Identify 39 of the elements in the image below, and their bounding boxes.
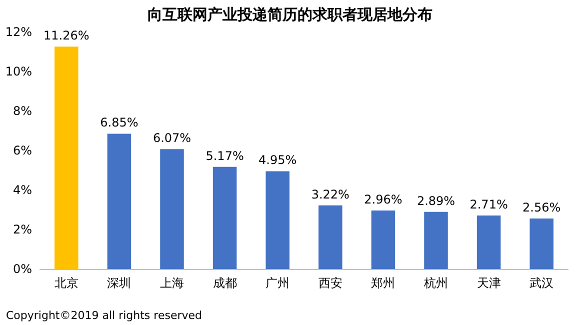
x-tick-label: 武汉 (530, 276, 554, 290)
x-tick-label: 郑州 (371, 276, 396, 290)
y-tick-label: 12% (5, 25, 32, 39)
data-label: 2.56% (522, 200, 561, 214)
chart-title: 向互联网产业投递简历的求职者现居地分布 (148, 6, 432, 24)
y-tick-label: 8% (12, 104, 32, 118)
x-tick-label: 上海 (160, 276, 184, 290)
x-tick-label: 广州 (266, 276, 290, 290)
bar (530, 218, 554, 269)
data-label: 2.71% (470, 197, 508, 212)
y-tick-label: 6% (12, 144, 32, 158)
data-label: 11.26% (44, 28, 90, 43)
bar (160, 149, 184, 269)
data-label: 6.07% (152, 131, 192, 146)
x-tick-label: 成都 (212, 276, 237, 290)
bar (212, 166, 237, 269)
y-tick-label: 10% (5, 64, 32, 78)
data-label: 2.96% (364, 192, 402, 207)
data-label: 5.17% (206, 148, 244, 163)
x-tick-label: 北京 (54, 276, 78, 290)
bar (318, 205, 342, 269)
y-tick-label: 2% (12, 222, 32, 236)
bar (371, 210, 396, 269)
y-tick-label: 0% (12, 262, 32, 276)
x-tick-label: 杭州 (423, 276, 448, 290)
data-label: 4.95% (258, 153, 297, 168)
bar (54, 46, 78, 269)
bar (476, 215, 501, 269)
x-tick-label: 西安 (318, 276, 342, 290)
y-tick-label: 4% (12, 183, 32, 197)
text: Copyright©2019 all rights reserved (6, 309, 202, 322)
bar (424, 212, 448, 269)
bar (107, 134, 132, 269)
x-tick-label: 天津 (476, 276, 501, 290)
bar (266, 171, 290, 269)
data-label: 6.85% (100, 116, 138, 130)
x-tick-label: 深圳 (107, 276, 132, 290)
data-label: 3.22% (311, 187, 350, 202)
data-label: 2.89% (416, 194, 456, 208)
